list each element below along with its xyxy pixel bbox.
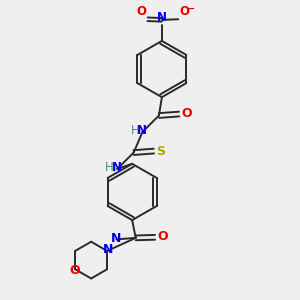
Text: O: O [158, 230, 168, 243]
Text: N: N [111, 232, 122, 245]
Text: H: H [130, 124, 139, 137]
Text: H: H [105, 161, 114, 175]
Text: N: N [111, 161, 122, 175]
Text: O: O [136, 5, 146, 18]
Text: O: O [69, 264, 80, 277]
Text: S: S [156, 145, 165, 158]
Text: O: O [182, 107, 192, 120]
Text: −: − [187, 4, 195, 14]
Text: N: N [137, 124, 147, 137]
Text: O: O [180, 5, 190, 18]
Text: N: N [157, 11, 167, 24]
Text: N: N [103, 243, 113, 256]
